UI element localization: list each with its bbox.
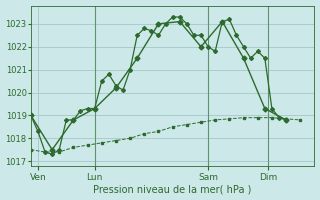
X-axis label: Pression niveau de la mer( hPa ): Pression niveau de la mer( hPa ) bbox=[93, 184, 252, 194]
